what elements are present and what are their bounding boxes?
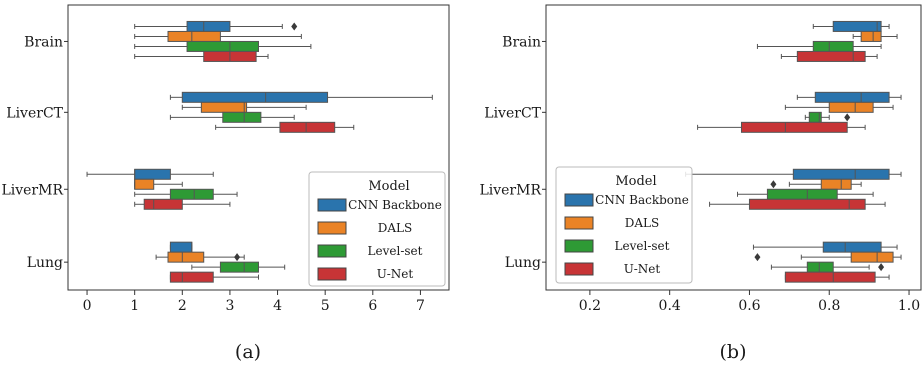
- panel-b-brain-dals-box: [860, 30, 882, 42]
- panel-b-lung-level-set-flier: [878, 263, 885, 272]
- panel-a-legend-title: Model: [368, 179, 409, 194]
- panel-a-lung-u-net-box: [169, 271, 214, 283]
- panel-a-lung-level-set-box: [219, 261, 259, 273]
- panel-a-legend-label-u-net: U-Net: [377, 267, 414, 281]
- panel-a-livermr-cnn-backbone-box: [134, 168, 171, 180]
- panel-a-legend-swatch-cnn-backbone: [317, 198, 347, 212]
- panel-a-category-label-livermr: LiverMR: [1, 182, 63, 198]
- panel-a-legend: Model CNN Backbone DALS Level-set U-Net: [308, 171, 446, 287]
- panel-a-legend-label-level-set: Level-set: [368, 244, 423, 258]
- panel-a-legend-label-dals: DALS: [378, 221, 412, 235]
- panel-b-caption: (b): [720, 341, 747, 363]
- panel-b-xtick-label: 0.2: [579, 298, 601, 314]
- panel-a-legend-swatch-level-set: [317, 244, 347, 258]
- panel-b-brain-cnn-backbone-box: [832, 20, 882, 32]
- panel-b-livermr-cnn-backbone-box: [792, 168, 890, 180]
- panel-a-livermr-level-set-box: [169, 188, 214, 200]
- panel-b-legend-label-level-set: Level-set: [615, 239, 670, 253]
- panel-a-xtick-label: 2: [178, 298, 187, 314]
- panel-a-brain-dals-box: [167, 30, 221, 42]
- panel-a-legend-label-cnn-backbone: CNN Backbone: [348, 198, 442, 212]
- panel-b-lung-dals-box: [850, 251, 894, 263]
- panel-a-xtick-label: 3: [225, 298, 234, 314]
- panel-b-legend-label-u-net: U-Net: [624, 262, 661, 276]
- panel-b-lung-u-net-box: [784, 271, 876, 283]
- panel-a-brain-cnn-backbone-box: [186, 20, 231, 32]
- panel-b-category-label-lung: Lung: [505, 255, 541, 271]
- panel-a-livermr-u-net-box: [143, 198, 183, 210]
- panel-a-xtick-label: 6: [368, 298, 377, 314]
- panel-a-xtick-label: 4: [273, 298, 282, 314]
- panel-b-xtick-label: 1.0: [898, 298, 920, 314]
- panel-b-frame: [545, 4, 922, 291]
- panel-b-livermr-dals-flier: [770, 180, 777, 189]
- panel-b-xtick-label: 0.8: [818, 298, 840, 314]
- panel-a-boxplot: 0 1 2 3 4 5 6 7 Brain LiverCT LiverMR Lung Model CNN …: [1, 4, 450, 314]
- panel-b-legend-title: Model: [615, 174, 656, 189]
- panel-b-legend-swatch-u-net: [564, 262, 594, 276]
- panel-a-lung-dals-box: [167, 251, 205, 263]
- panel-b-liverct-level-set-flier: [844, 113, 851, 122]
- panel-b-legend-swatch-cnn-backbone: [564, 193, 594, 207]
- panel-a-liverct-u-net-box: [279, 121, 336, 133]
- panel-b-xtick-label: 0.4: [659, 298, 681, 314]
- panel-a-lung-cnn-backbone-box: [169, 241, 193, 253]
- panel-b-brain-level-set-box: [812, 40, 854, 52]
- panel-b-legend: Model CNN Backbone DALS Level-set U-Net: [555, 166, 693, 284]
- panel-a-category-label-brain: Brain: [24, 34, 63, 50]
- panel-a-brain-level-set-box: [186, 40, 259, 52]
- panel-a-liverct-level-set-box: [222, 111, 262, 123]
- panel-b-livermr-u-net-box: [748, 198, 866, 210]
- panel-b-category-label-livermr: LiverMR: [479, 182, 541, 198]
- panel-b-liverct-cnn-backbone-box: [814, 91, 890, 103]
- panel-a-xtick-label: 7: [416, 298, 425, 314]
- panel-b-lung-cnn-backbone-box: [822, 241, 882, 253]
- panel-a-legend-swatch-dals: [317, 221, 347, 235]
- panel-b-brain-u-net-box: [796, 50, 866, 62]
- panel-b-livermr-level-set-box: [766, 188, 838, 200]
- panel-b-legend-swatch-dals: [564, 216, 594, 230]
- panel-a-category-label-lung: Lung: [27, 255, 63, 271]
- panel-b-liverct-u-net-box: [740, 121, 848, 133]
- panel-a-category-label-liverct: LiverCT: [6, 105, 63, 121]
- panel-a-legend-swatch-u-net: [317, 267, 347, 281]
- panel-a-xtick-label: 0: [83, 298, 92, 314]
- panel-b-lung-dals-flier: [754, 253, 761, 262]
- panel-a-frame: [67, 4, 450, 291]
- panel-a-brain-cnn-backbone-flier: [291, 22, 298, 31]
- panel-a-liverct-dals-box: [200, 101, 248, 113]
- panel-a-caption: (a): [235, 341, 261, 363]
- panel-b-liverct-dals-box: [828, 101, 874, 113]
- panel-b-category-label-brain: Brain: [502, 34, 541, 50]
- panel-b-legend-label-dals: DALS: [625, 216, 659, 230]
- panel-a-xtick-label: 5: [321, 298, 330, 314]
- panel-a-xtick-label: 1: [130, 298, 139, 314]
- panel-b-boxplot: 0.2 0.4 0.6 0.8 1.0 Brain LiverCT LiverMR Lung Mo…: [479, 4, 922, 314]
- panel-a-livermr-dals-box: [134, 178, 155, 190]
- panel-b-xtick-label: 0.6: [738, 298, 760, 314]
- panel-b-legend-swatch-level-set: [564, 239, 594, 253]
- panel-b-lung-level-set-box: [806, 261, 834, 273]
- panel-b-category-label-liverct: LiverCT: [484, 105, 541, 121]
- panel-a-lung-dals-flier: [234, 253, 241, 262]
- panel-a-liverct-cnn-backbone-box: [181, 91, 329, 103]
- panel-b-legend-label-cnn-backbone: CNN Backbone: [595, 193, 689, 207]
- panel-b-livermr-dals-box: [820, 178, 852, 190]
